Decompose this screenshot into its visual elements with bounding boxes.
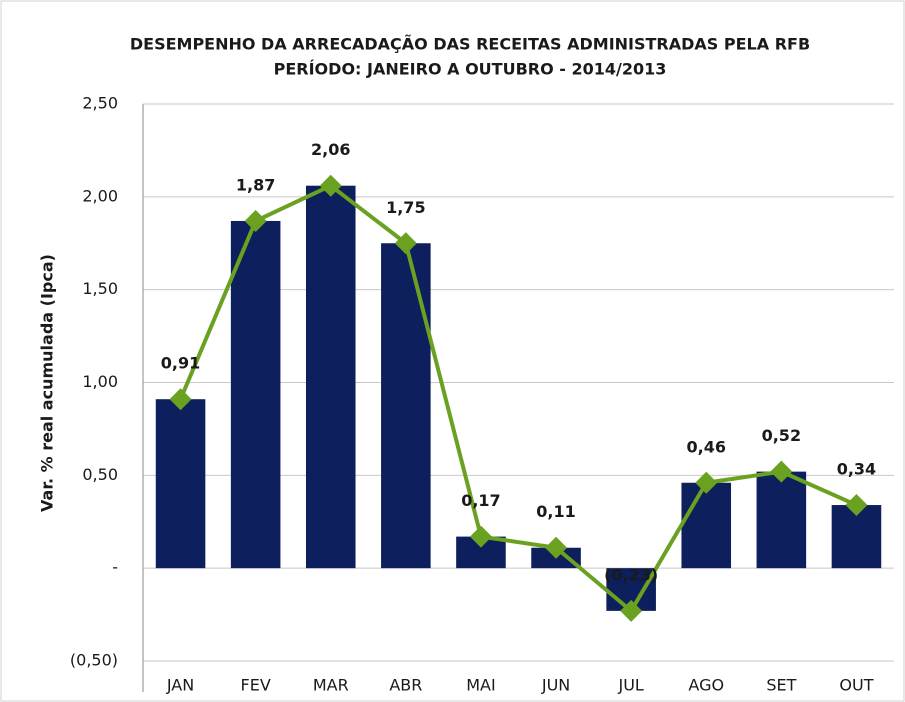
bar [681,482,732,569]
bar [305,185,356,569]
y-tick-label: 0,50 [82,465,118,484]
data-label: (0,23) [604,565,658,584]
y-tick-label: - [112,558,118,577]
bar [756,471,807,569]
marker [394,232,417,255]
y-tick-label: 1,50 [82,279,118,298]
y-tick-label: 1,00 [82,372,118,391]
line [178,183,858,613]
x-tick-label: AGO [688,676,724,695]
y-tick-label: 2,00 [82,186,118,205]
bar [155,399,206,569]
bar [230,220,281,569]
marker [695,471,718,494]
marker [620,599,643,622]
marker [169,388,192,411]
data-label: 2,06 [311,140,350,159]
x-tick-label: ABR [389,676,422,695]
data-label: 0,52 [762,426,801,445]
data-label: 0,34 [837,460,876,479]
x-tick-label: MAI [466,676,495,695]
y-tick-label: (0,50) [70,651,118,670]
marker [545,536,568,559]
data-label: 0,91 [161,354,200,373]
y-axis-label: Var. % real acumulada (Ipca) [38,254,57,512]
data-label: 1,75 [386,198,425,217]
marker [770,460,793,483]
x-tick-label: JUN [541,676,570,695]
x-tick-label: FEV [241,676,271,695]
x-tick-label: MAR [313,676,349,695]
data-label: 0,46 [687,437,726,456]
bar [381,243,431,569]
x-tick-label: OUT [839,676,873,695]
y-tick-label: 2,50 [82,94,118,113]
chart-subtitle: PERÍODO: JANEIRO A OUTUBRO - 2014/2013 [274,60,667,79]
marker [845,494,868,517]
x-tick-label: SET [766,676,796,695]
x-tick-label: JUL [617,676,643,695]
chart-title: DESEMPENHO DA ARRECADAÇÃO DAS RECEITAS A… [130,35,810,54]
data-label: 0,11 [536,502,575,521]
marker [319,174,342,197]
data-label: 1,87 [236,175,275,194]
data-label: 0,17 [461,491,500,510]
x-tick-label: JAN [166,676,194,695]
marker [244,209,267,232]
marker [469,525,492,548]
